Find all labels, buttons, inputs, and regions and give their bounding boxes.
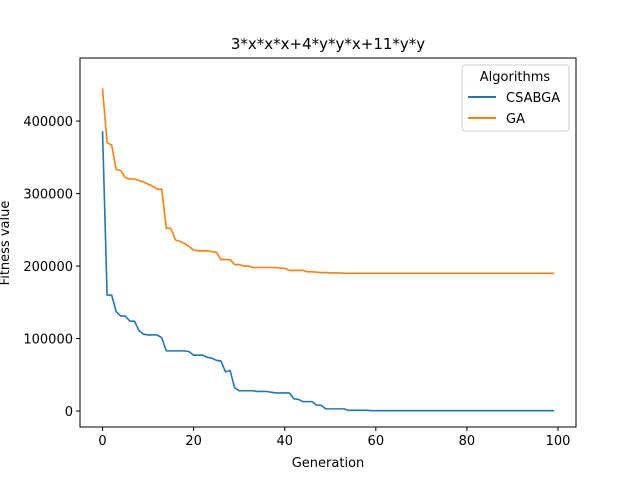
legend-label-csabga: CSABGA (506, 91, 560, 106)
series-line-csabga (101, 131, 555, 412)
x-axis: 0 20 40 60 80 100 (98, 427, 570, 449)
y-tick-label: 0 (65, 405, 73, 420)
legend: Algorithms CSABGA GA (461, 64, 570, 132)
x-tick-label: 40 (276, 434, 293, 449)
y-axis-label: Fitness value (0, 201, 13, 286)
y-axis: 0 100000 200000 300000 400000 (23, 115, 80, 420)
y-tick-label: 100000 (23, 333, 73, 348)
series-layer (101, 88, 555, 412)
legend-title: Algorithms (480, 70, 551, 85)
x-tick-label: 80 (459, 434, 476, 449)
y-tick-label: 200000 (23, 260, 73, 275)
legend-label-ga: GA (506, 112, 525, 127)
legend-box (461, 64, 570, 132)
y-tick-label: 300000 (23, 188, 73, 203)
x-tick-label: 20 (185, 434, 202, 449)
x-tick-label: 60 (368, 434, 385, 449)
x-tick-label: 0 (98, 434, 106, 449)
series-line-ga (101, 88, 555, 275)
plot-frame (79, 57, 577, 428)
y-tick-label: 400000 (23, 115, 73, 130)
x-tick-label: 100 (546, 434, 571, 449)
chart-title: 3*x*x*x+4*y*y*x+11*y*y (231, 35, 425, 53)
x-axis-label: Generation (292, 456, 365, 471)
